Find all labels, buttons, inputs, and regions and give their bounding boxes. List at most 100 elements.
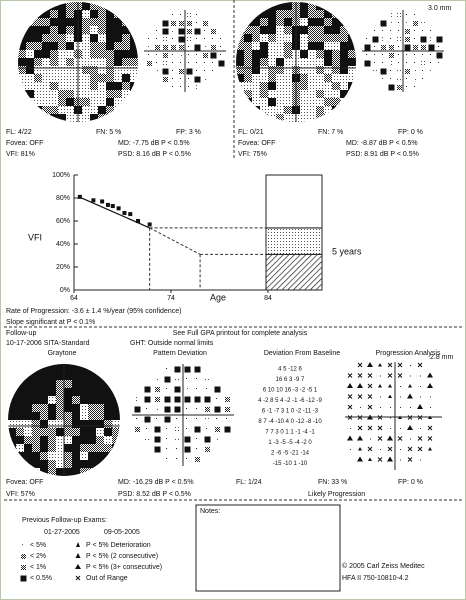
graytone-cell [88,404,96,412]
graytone-cell [260,82,268,90]
symbol [390,30,391,31]
graytone-cell [122,42,130,50]
symbol [205,447,210,452]
symbol [397,77,401,81]
graytone-cell [324,50,332,58]
graytone-cell [260,58,268,66]
header: Progression Analysis [376,350,441,357]
graytone-cell [72,444,80,452]
symbol [187,37,191,41]
fl: FL: 0/21 [238,129,264,136]
graytone-cell [32,380,40,388]
graytone-cell [40,404,48,412]
graytone-cell [16,436,24,444]
graytone-cell [106,58,114,66]
data-point [128,212,133,217]
deviation-row: 4 -2 8 5 4 -2 -1 -6 -12 -9 [258,398,322,404]
graytone-cell [90,2,98,10]
symbol [172,14,173,15]
graytone-cell [64,388,72,396]
x-symbol [407,457,413,462]
symbol [206,388,207,389]
symbol [186,378,187,379]
graytone-cell [308,2,316,10]
annotation: 5 years [332,246,362,256]
graytone-cell [236,58,244,66]
dot [420,375,421,377]
symbol [164,376,171,383]
x-symbol [377,436,383,441]
symbol [184,436,191,443]
deviation-row: 8 7 -4 -10 4 0 -12 -8 -10 [258,419,322,425]
graytone-cell [244,74,252,82]
graytone-cell [122,50,130,58]
symbol [382,62,383,63]
symbol [166,368,167,369]
vfi: VFI: 81% [6,151,35,158]
symbol [214,386,221,393]
graytone-cell [316,66,324,74]
symbol [156,38,157,39]
graytone-cell [80,444,88,452]
triangle [76,542,80,547]
symbol [179,69,184,74]
symbol [374,30,375,31]
graytone-cell [90,50,98,58]
graytone-cell [316,34,324,42]
graytone-cell [252,26,260,34]
deviation-row: 16 6 3 -9 7 [276,377,305,383]
graytone-cell [82,98,90,106]
symbol [397,37,401,41]
symbol [406,14,407,15]
x-tick-label: 74 [167,295,175,302]
graytone-cell [98,50,106,58]
graytone-cell [72,460,80,468]
x-symbol [387,362,393,368]
graytone-cell [82,2,90,10]
symbol [398,46,399,47]
fp: FP: 0 % [398,129,423,136]
symbol [194,426,201,433]
graytone-cell [72,364,80,372]
x-symbol [367,383,373,389]
graytone-cell [58,10,66,18]
graytone-cell [276,58,284,66]
symbol [212,70,213,71]
graytone-cell [316,10,324,18]
graytone-cell [66,26,74,34]
graytone-cell [50,42,58,50]
graytone-cell [122,26,130,34]
graytone-cell [88,372,96,380]
symbol [215,427,220,432]
md: MD: -16.29 dB P < 0.5% [118,479,194,486]
symbol [220,46,221,47]
graytone-cell [32,444,40,452]
x-symbol [417,436,423,441]
triangle [347,383,353,388]
graytone-cell [48,404,56,412]
fp: FP: 0 % [398,479,423,486]
graytone-cell [308,42,316,50]
symbol [144,416,151,423]
graytone-cell [80,420,88,428]
x-symbol [367,425,373,431]
graytone-cell [300,50,308,58]
symbol [414,62,415,63]
symbol [172,70,173,71]
graytone-cell [48,412,56,420]
graytone-cell [40,380,48,388]
graytone-cell [260,42,268,50]
symbol [430,62,431,63]
graytone-cell [324,10,332,18]
graytone-cell [106,42,114,50]
symbol [364,60,371,67]
graytone-cell [90,34,98,42]
graytone-cell [56,412,64,420]
graytone-cell [64,364,72,372]
graytone-cell [130,50,138,58]
graytone-cell [66,98,74,106]
graytone-cell [50,50,58,58]
graytone-map [18,2,138,122]
graytone-cell [34,50,42,58]
symbol [218,60,225,67]
